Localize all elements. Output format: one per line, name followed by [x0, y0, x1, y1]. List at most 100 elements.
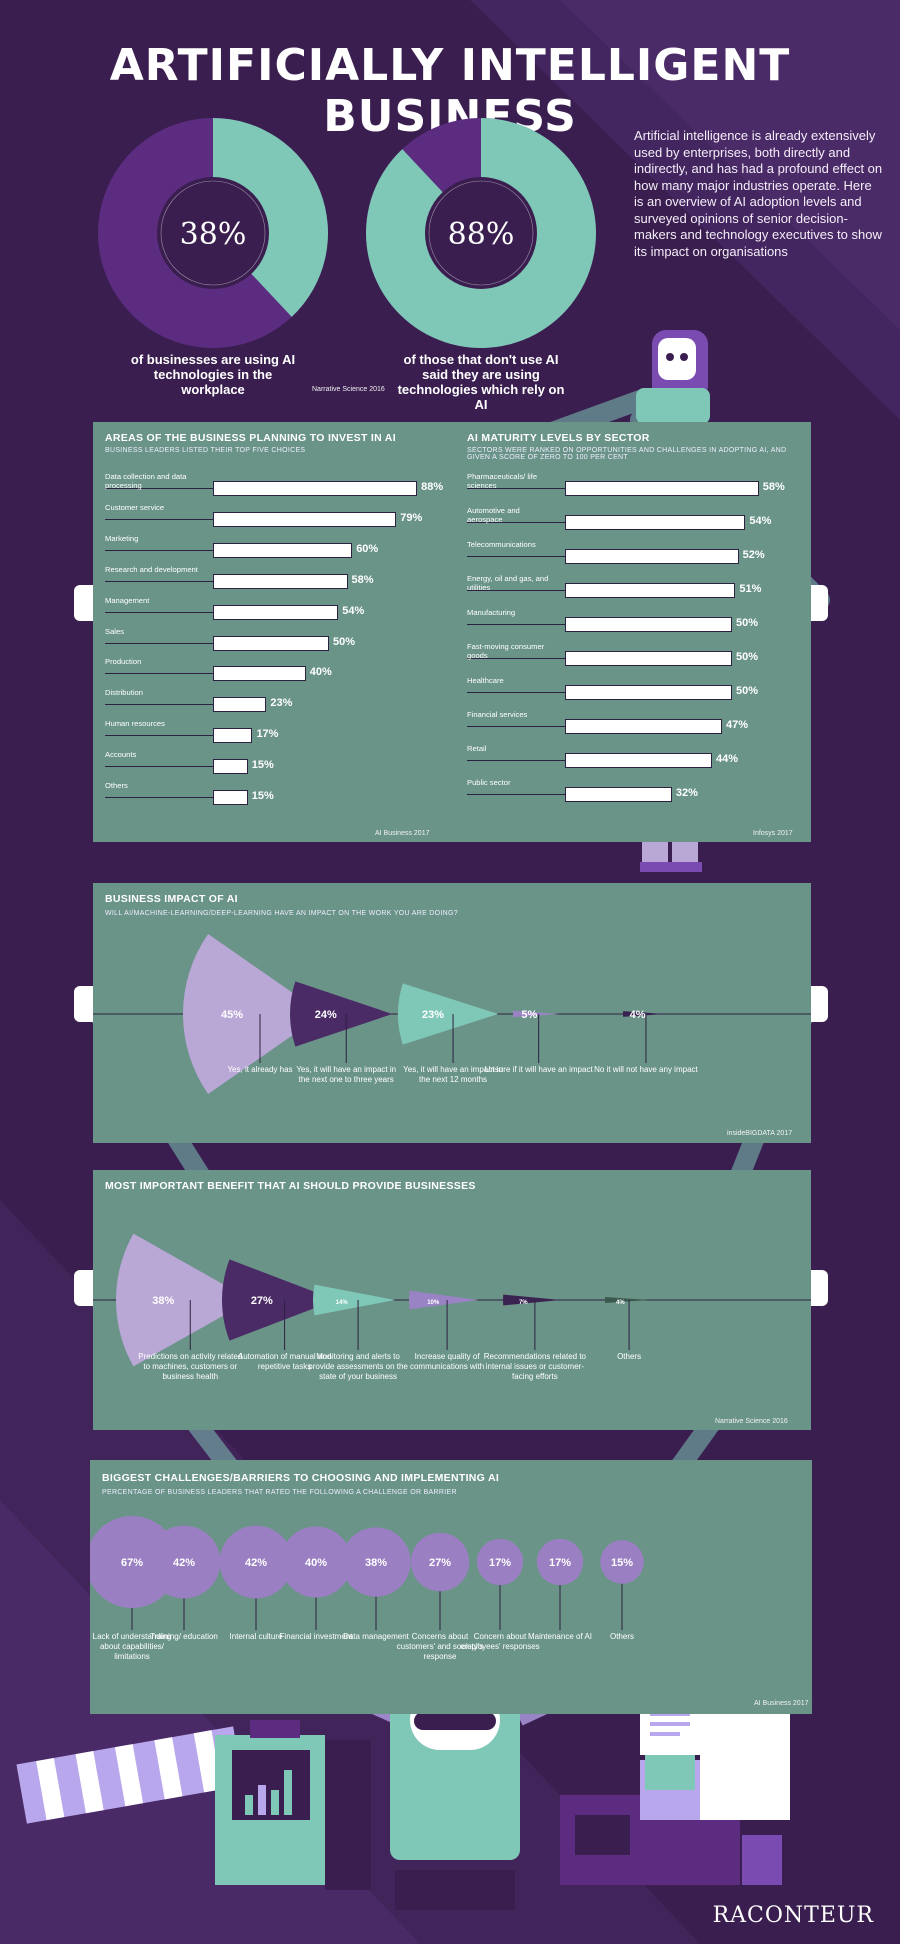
wedge-caption: Automation of manual and repetitive task… — [238, 1352, 331, 1371]
bar-category-label: Automotive and aerospace — [467, 506, 520, 524]
bar-row: Accounts 15% — [105, 748, 450, 778]
wedge — [222, 1259, 336, 1341]
bar — [213, 604, 339, 620]
bar-leader-line — [105, 611, 213, 613]
maturity-bar-chart: Pharmaceuticals/ life sciences 58% Automot… — [467, 470, 802, 810]
bar-value-label: 54% — [749, 515, 772, 527]
bar-category-label: Financial services — [467, 710, 528, 719]
bar — [213, 481, 418, 496]
wedge-value-label: 23% — [422, 1009, 444, 1021]
challenge-circle — [410, 1532, 470, 1592]
wedge — [183, 933, 323, 1095]
chart-subtitle: BUSINESS LEADERS LISTED THEIR TOP FIVE C… — [105, 447, 306, 454]
challenge-value-label: 17% — [549, 1557, 571, 1569]
benefit-panel: MOST IMPORTANT BENEFIT THAT AI SHOULD PR… — [93, 1170, 811, 1430]
bar-row: Sales 50% — [105, 625, 450, 655]
bar — [213, 542, 353, 558]
challenge-value-label: 15% — [611, 1557, 633, 1569]
challenge-caption: Data management — [343, 1632, 409, 1641]
bar-row: Distribution 23% — [105, 686, 450, 716]
bar-value-label: 54% — [342, 604, 365, 617]
bar-leader-line — [467, 522, 565, 523]
bar-leader-line — [467, 726, 565, 727]
bar — [213, 759, 248, 775]
page-title: ARTIFICIALLY INTELLIGENT BUSINESS — [109, 40, 791, 142]
bar-row: Automotive and aerospace 54% — [467, 504, 802, 534]
wedge-value-label: 38% — [152, 1295, 174, 1307]
bar-row: Human resources 17% — [105, 717, 450, 747]
bar-leader-line — [105, 673, 213, 675]
challenge-caption: Training/ education — [150, 1632, 218, 1641]
chart-source: Narrative Science 2016 — [715, 1418, 788, 1425]
invest-bar-chart: Data collection and data processing 88% Cu… — [105, 470, 450, 810]
bar-value-label: 60% — [356, 542, 379, 555]
bar — [565, 617, 732, 632]
bar-category-label: Distribution — [105, 688, 143, 698]
bar-leader-line — [105, 766, 213, 768]
bar — [565, 685, 732, 700]
bar-value-label: 15% — [251, 759, 274, 772]
wedge-caption: Yes, it already has — [227, 1065, 292, 1074]
bar-value-label: 32% — [675, 787, 698, 799]
bar-value-label: 23% — [270, 697, 293, 710]
wedge — [605, 1296, 649, 1304]
benefit-wedge-chart: 38% Predictions on activity related to ma… — [93, 1233, 811, 1381]
wedge — [398, 983, 499, 1045]
bar — [213, 635, 329, 651]
bar-leader-line — [105, 580, 213, 582]
bar — [565, 515, 746, 530]
chart-source: AI Business 2017 — [754, 1700, 809, 1707]
bar-row: Data collection and data processing 88% — [105, 470, 450, 500]
bar-leader-line — [467, 658, 565, 659]
chart-source: Infosys 2017 — [753, 830, 793, 837]
bar — [565, 753, 712, 768]
wedge-value-label: 4% — [616, 1300, 625, 1306]
bar-row: Telecommunications 52% — [467, 538, 802, 568]
wedge-caption: Monitoring and alerts to provide assessm… — [308, 1352, 408, 1381]
wedge-value-label: 5% — [521, 1009, 537, 1021]
bar-row: Manufacturing 50% — [467, 606, 802, 636]
bar-leader-line — [467, 556, 565, 557]
donut-slice — [213, 118, 328, 317]
raconteur-logo: RACONTEUR — [712, 1903, 874, 1928]
bar-category-label: Telecommunications — [467, 540, 536, 549]
wedge — [503, 1294, 561, 1306]
wedge — [623, 1011, 665, 1017]
bar-value-label: 51% — [739, 583, 762, 595]
challenge-circle — [476, 1538, 524, 1586]
chart-title: BUSINESS IMPACT OF AI — [105, 893, 238, 905]
donut-value: 38% — [180, 217, 247, 252]
bar-category-label: Manufacturing — [467, 608, 516, 617]
wedge — [290, 981, 393, 1047]
bar-row: Pharmaceuticals/ life sciences 58% — [467, 470, 802, 500]
bar-value-label: 58% — [351, 573, 374, 586]
wedge-value-label: 14% — [336, 1300, 349, 1306]
challenge-caption: Lack of understanding about capabilities… — [93, 1632, 172, 1661]
bar-category-label: Data collection and data processing — [105, 472, 187, 490]
donut-chart-88: 88% — [366, 118, 596, 348]
bar — [565, 719, 722, 734]
chart-subtitle: PERCENTAGE OF BUSINESS LEADERS THAT RATE… — [102, 1489, 457, 1496]
bar-value-label: 58% — [762, 481, 785, 493]
wedge-caption: Unsure if it will have an impact — [485, 1065, 593, 1074]
wedge — [116, 1233, 251, 1367]
wedge-caption: Yes, it will have an impact in the next … — [296, 1065, 396, 1084]
bar — [213, 728, 253, 744]
bar-leader-line — [467, 590, 565, 591]
bar-value-label: 50% — [333, 635, 356, 648]
challenges-panel: BIGGEST CHALLENGES/BARRIERS TO CHOOSING … — [90, 1460, 812, 1714]
donut-chart-38: 38% — [98, 118, 328, 348]
wedge-value-label: 10% — [427, 1300, 440, 1306]
bar-value-label: 52% — [742, 549, 765, 561]
challenge-caption: Concern about employees' responses — [460, 1632, 539, 1651]
chart-title: AI MATURITY LEVELS BY SECTOR — [467, 432, 650, 444]
impact-panel: BUSINESS IMPACT OF AI WILL AI/MACHINE-LE… — [93, 883, 811, 1143]
bar-row: Fast-moving consumer goods 50% — [467, 640, 802, 670]
challenge-circle — [219, 1525, 293, 1599]
bar-value-label: 50% — [736, 617, 759, 629]
bar-value-label: 15% — [251, 790, 274, 803]
bar-row: Energy, oil and gas, and utilities 51% — [467, 572, 802, 602]
bar-row: Research and development 58% — [105, 563, 450, 593]
challenge-circle — [280, 1526, 352, 1598]
impact-wedge-chart: 45% Yes, it already has 24% Yes, it will ha… — [93, 933, 811, 1095]
